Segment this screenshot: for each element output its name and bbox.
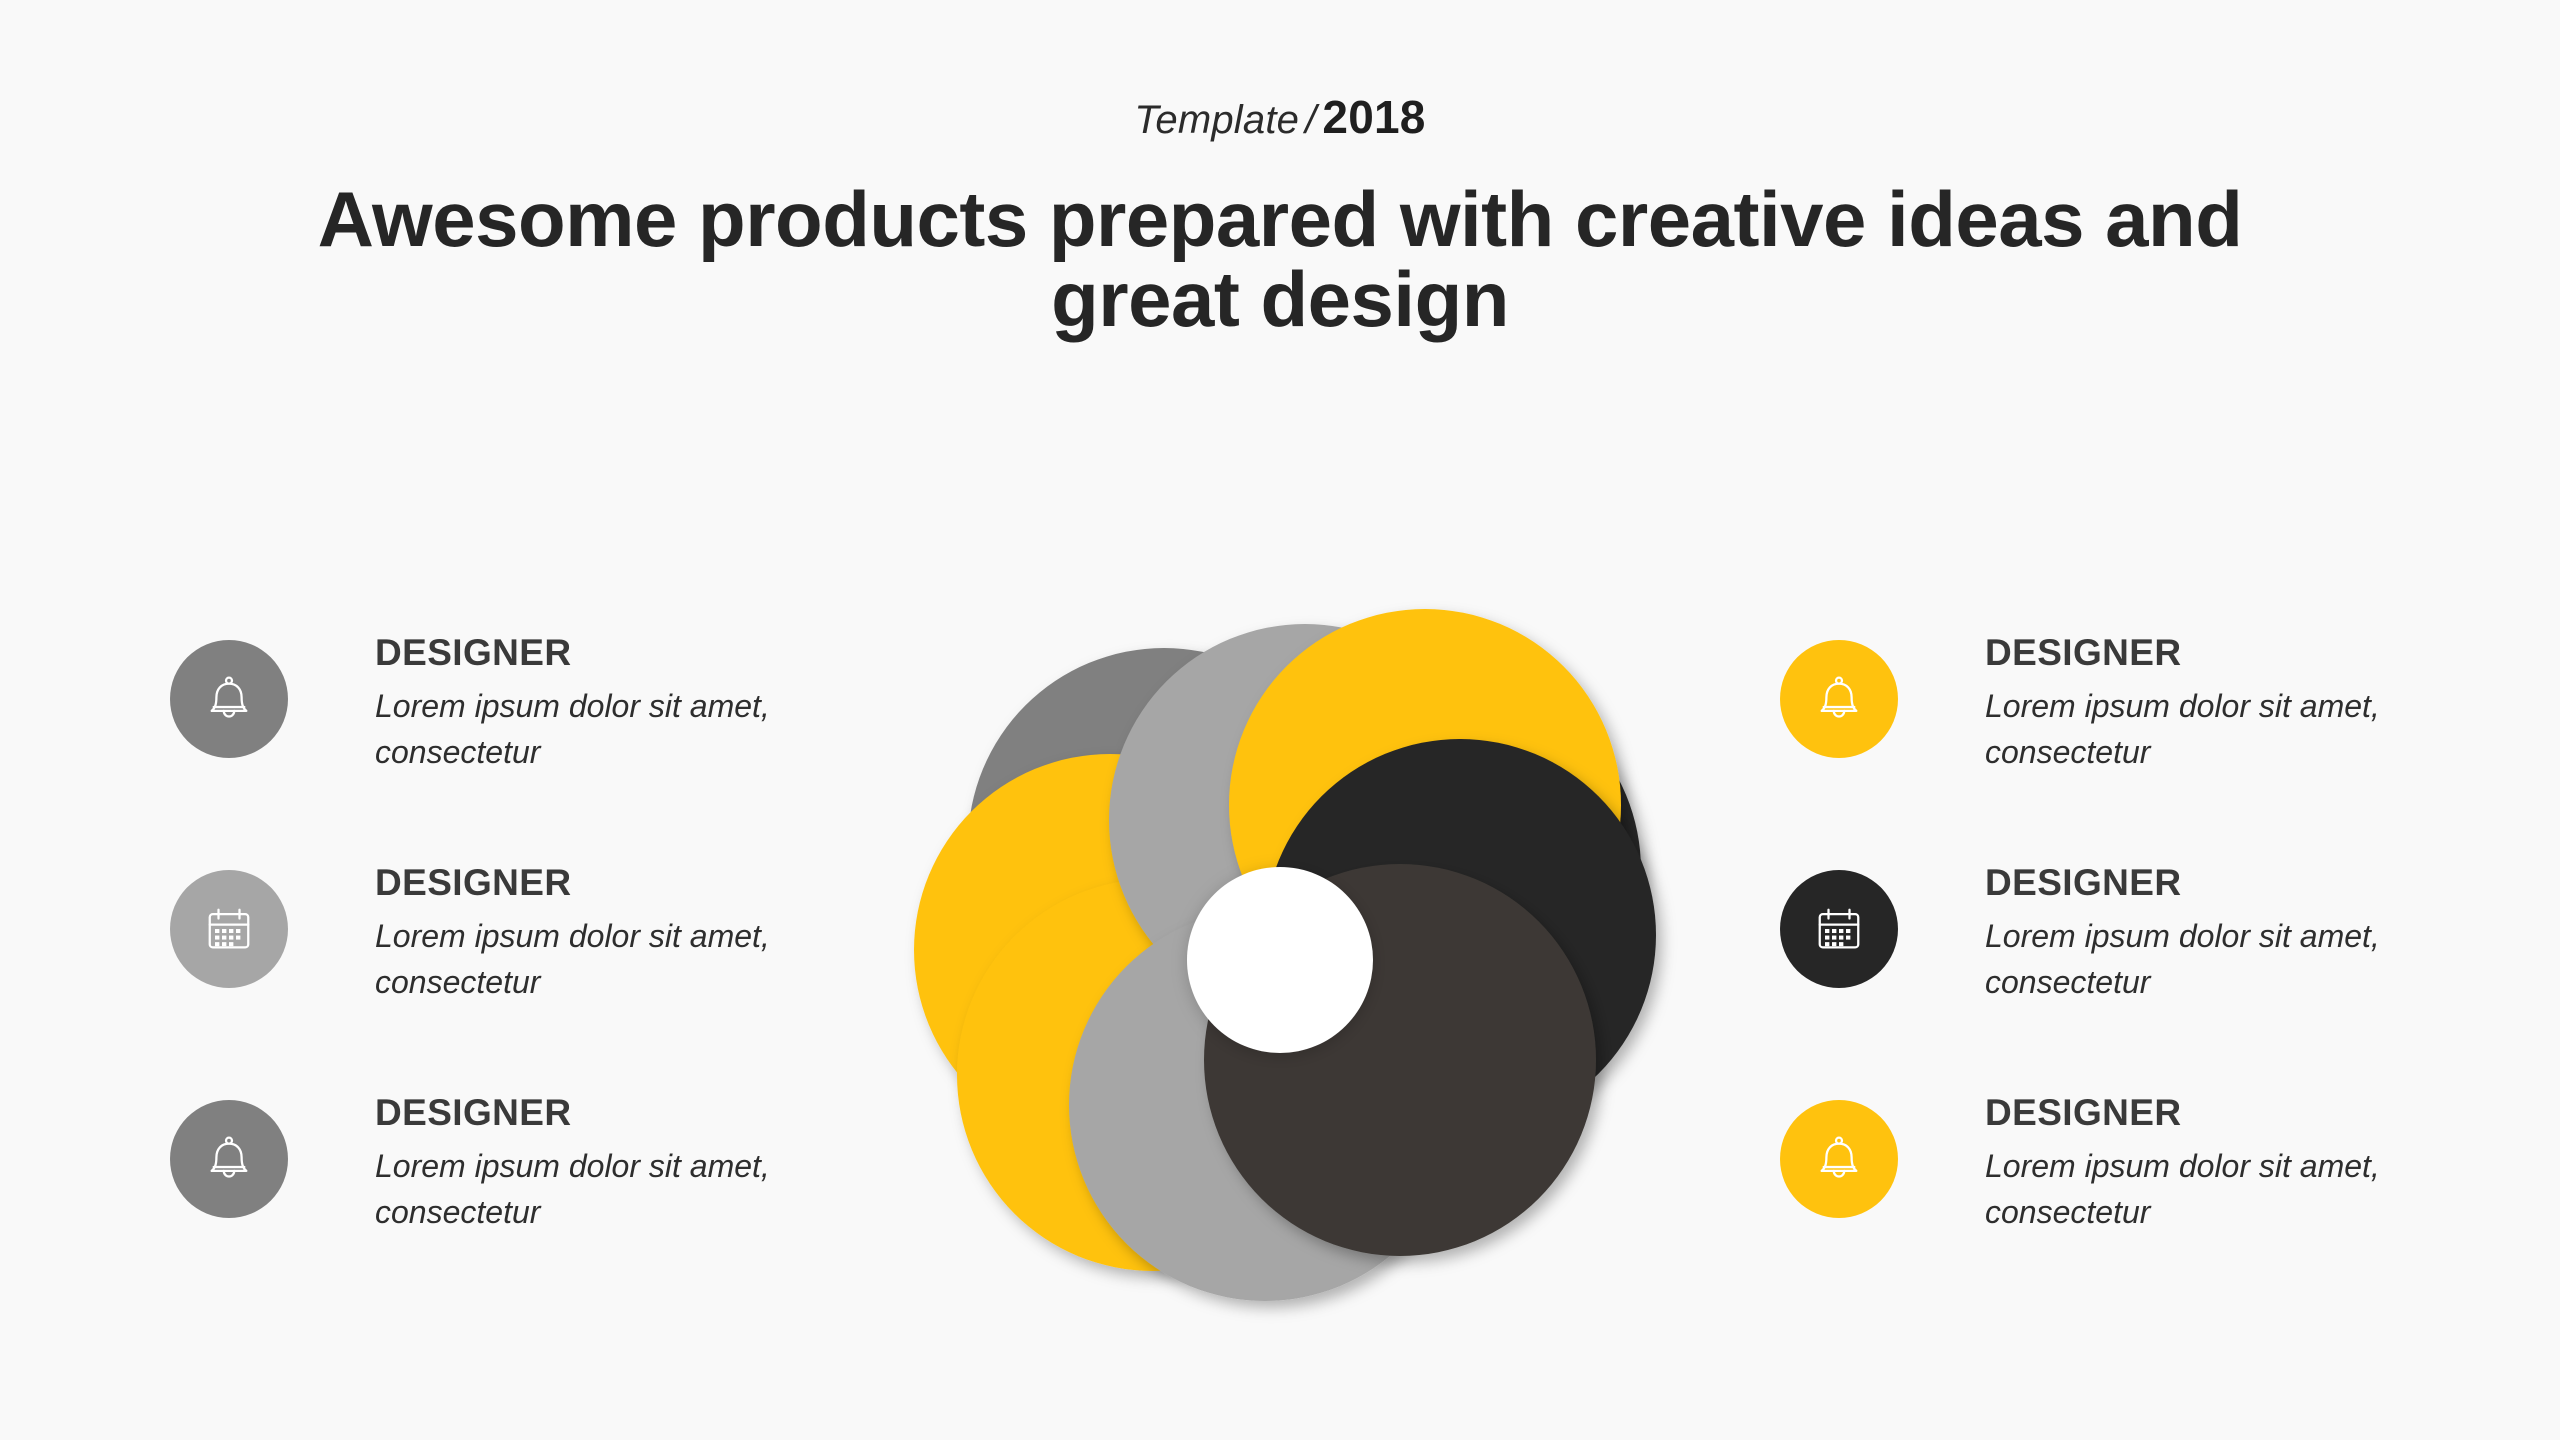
list-item-text: DESIGNER Lorem ipsum dolor sit amet, con… — [1985, 860, 2415, 1005]
list-item[interactable]: DESIGNER Lorem ipsum dolor sit amet, con… — [170, 860, 810, 1050]
icon-badge-right-3 — [1780, 1100, 1898, 1218]
list-item-title: DESIGNER — [375, 632, 572, 673]
list-item-title: DESIGNER — [1985, 1092, 2182, 1133]
list-item-description: Lorem ipsum dolor sit amet, consectetur — [375, 918, 770, 1000]
icon-badge-right-1 — [1780, 640, 1898, 758]
list-item-text: DESIGNER Lorem ipsum dolor sit amet, con… — [1985, 630, 2415, 775]
list-item-title: DESIGNER — [1985, 862, 2182, 903]
list-item[interactable]: DESIGNER Lorem ipsum dolor sit amet, con… — [170, 630, 810, 820]
list-item-text: DESIGNER Lorem ipsum dolor sit amet, con… — [375, 1090, 805, 1235]
list-item[interactable]: DESIGNER Lorem ipsum dolor sit amet, con… — [1780, 860, 2420, 1050]
list-item[interactable]: DESIGNER Lorem ipsum dolor sit amet, con… — [1780, 1090, 2420, 1280]
list-item-title: DESIGNER — [375, 862, 572, 903]
list-item-description: Lorem ipsum dolor sit amet, consectetur — [1985, 918, 2380, 1000]
center-hub — [1187, 867, 1373, 1053]
bell-icon — [201, 671, 257, 727]
list-item-text: DESIGNER Lorem ipsum dolor sit amet, con… — [1985, 1090, 2415, 1235]
slide-header: Template/2018 Awesome products prepared … — [0, 0, 2560, 339]
list-item-description: Lorem ipsum dolor sit amet, consectetur — [1985, 688, 2380, 770]
eyebrow-year: 2018 — [1322, 91, 1426, 143]
calendar-icon — [201, 901, 257, 957]
calendar-icon — [1811, 901, 1867, 957]
list-item-text: DESIGNER Lorem ipsum dolor sit amet, con… — [375, 860, 805, 1005]
right-feature-column: DESIGNER Lorem ipsum dolor sit amet, con… — [1780, 630, 2420, 1320]
left-feature-column: DESIGNER Lorem ipsum dolor sit amet, con… — [170, 630, 810, 1320]
list-item[interactable]: DESIGNER Lorem ipsum dolor sit amet, con… — [1780, 630, 2420, 820]
icon-badge-left-2 — [170, 870, 288, 988]
eyebrow-label: Template — [1134, 98, 1300, 142]
six-petal-circle-diagram — [835, 515, 1725, 1405]
eyebrow: Template/2018 — [0, 90, 2560, 144]
list-item-description: Lorem ipsum dolor sit amet, consectetur — [375, 1148, 770, 1230]
list-item-description: Lorem ipsum dolor sit amet, consectetur — [375, 688, 770, 770]
list-item-text: DESIGNER Lorem ipsum dolor sit amet, con… — [375, 630, 805, 775]
eyebrow-separator: / — [1305, 98, 1317, 142]
bell-icon — [201, 1131, 257, 1187]
icon-badge-left-1 — [170, 640, 288, 758]
icon-badge-left-3 — [170, 1100, 288, 1218]
list-item[interactable]: DESIGNER Lorem ipsum dolor sit amet, con… — [170, 1090, 810, 1280]
page-title: Awesome products prepared with creative … — [317, 175, 2243, 343]
bell-icon — [1811, 671, 1867, 727]
list-item-description: Lorem ipsum dolor sit amet, consectetur — [1985, 1148, 2380, 1230]
icon-badge-right-2 — [1780, 870, 1898, 988]
list-item-title: DESIGNER — [375, 1092, 572, 1133]
bell-icon — [1811, 1131, 1867, 1187]
list-item-title: DESIGNER — [1985, 632, 2182, 673]
